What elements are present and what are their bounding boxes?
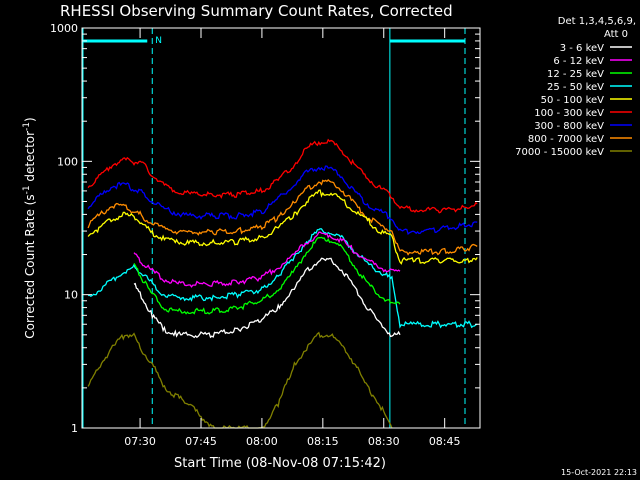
plot-frame xyxy=(81,27,481,429)
series-line-100-300-kev xyxy=(87,138,478,214)
series-line-3-6-kev xyxy=(133,257,401,339)
x-tick-label-0745: 07:45 xyxy=(185,435,217,448)
legend-label-50-100-kev: 50 - 100 keV xyxy=(541,95,605,106)
y-axis-label-main: Corrected Count Rate (s xyxy=(23,194,37,338)
legend-label-100-300-kev: 100 - 300 keV xyxy=(534,108,604,119)
x-tick-label-0730: 07:30 xyxy=(124,435,156,448)
x-axis-label: Start Time (08-Nov-08 07:15:42) xyxy=(174,456,386,471)
y-axis-label: Corrected Count Rate (s-1 detector-1) xyxy=(22,117,37,338)
legend-label-12-25-kev: 12 - 25 keV xyxy=(547,69,604,80)
chart-title: RHESSI Observing Summary Count Rates, Co… xyxy=(60,2,453,20)
series-line-300-800-kev xyxy=(87,165,478,236)
legend-label-6-12-kev: 6 - 12 keV xyxy=(553,56,604,67)
legend-label-25-50-kev: 25 - 50 keV xyxy=(547,82,604,93)
series-line-50-100-kev xyxy=(87,189,478,265)
series-line-12-25-kev xyxy=(133,236,401,315)
plot-area: N xyxy=(82,28,478,429)
x-tick-label-0800: 08:00 xyxy=(246,435,278,448)
axis-ticks: 1 10 100 1000 07:30 07:45 08:00 08:15 08:30 08:45 xyxy=(50,22,480,448)
y-tick-label-1: 1 xyxy=(71,422,78,435)
x-tick-label-0830: 08:30 xyxy=(368,435,400,448)
legend-label-3-6-kev: 3 - 6 keV xyxy=(560,43,604,54)
y-axis-label-mid: detector xyxy=(23,131,37,186)
legend-label-800-7000-kev: 800 - 7000 keV xyxy=(528,134,604,145)
series-line-7000-15000-kev xyxy=(87,331,393,429)
y-tick-label-100: 100 xyxy=(57,155,78,168)
x-tick-label-0815: 08:15 xyxy=(307,435,339,448)
legend-label-300-800-kev: 300 - 800 keV xyxy=(534,121,604,132)
y-axis-label-sup2: -1 xyxy=(22,122,32,131)
series-line-6-12-kev xyxy=(133,231,401,288)
y-tick-label-1000: 1000 xyxy=(50,22,78,35)
series-line-25-50-kev xyxy=(87,228,478,329)
timestamp: 15-Oct-2021 22:13 xyxy=(561,468,637,477)
x-tick-label-0845: 08:45 xyxy=(429,435,461,448)
series-line-800-7000-kev xyxy=(87,178,478,256)
y-axis-label-end: ) xyxy=(23,117,37,122)
legend: Det 1,3,4,5,6,9, Att 03 - 6 keV 6 - 12 keV… xyxy=(515,16,636,158)
y-axis-label-sup1: -1 xyxy=(22,185,32,194)
night-marker: N xyxy=(155,36,162,46)
y-tick-label-10: 10 xyxy=(64,289,78,302)
legend-header-line-2: Att 0 xyxy=(604,29,628,40)
legend-label-7000-15000-kev: 7000 - 15000 keV xyxy=(515,147,604,158)
legend-header-line-1: Det 1,3,4,5,6,9, xyxy=(558,16,636,27)
